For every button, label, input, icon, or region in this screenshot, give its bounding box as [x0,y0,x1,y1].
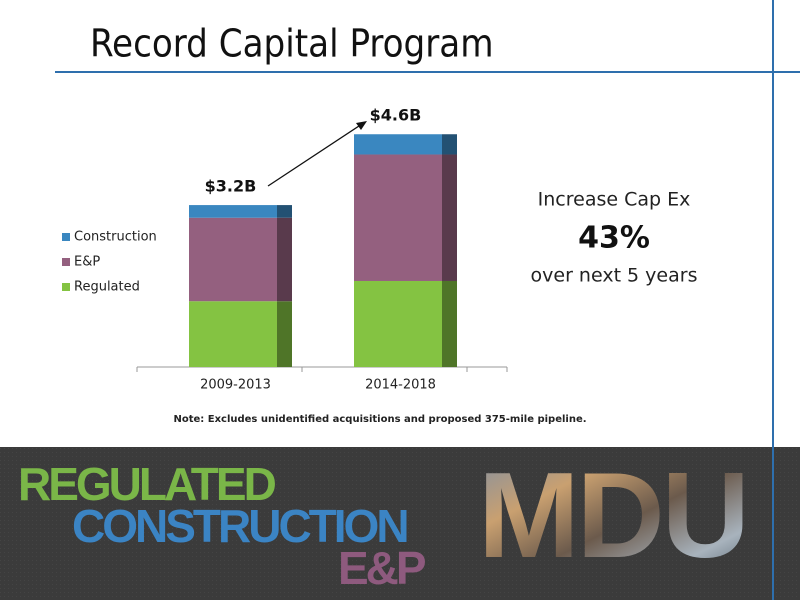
banner-word: E&P [338,542,426,594]
note: Note: Excludes unidentified acquisitions… [173,414,586,425]
banner [0,447,772,600]
total-label: $3.2B [205,177,257,196]
arrow [267,123,363,187]
chart: $3.2B 2009-2013 $4.6B 2014-2018 Regulated E&P… [62,106,508,393]
logo: MDU [478,447,747,583]
legend-swatch [62,258,70,266]
legend-label: E&P [74,255,100,270]
banner-word: CONSTRUCTION [72,500,407,552]
bar-segment [189,301,277,367]
bar-segment-side [277,205,292,218]
bar-segment [189,217,277,302]
legend-label: Construction [74,230,157,245]
bar-segment [354,154,442,281]
callout-line2: over next 5 years [531,265,698,287]
callout-value: 43% [578,221,650,256]
callout-line1: Increase Cap Ex [538,189,691,211]
bar-segment [354,280,442,367]
bar-segment-side [442,134,457,155]
bar-segment-side [277,217,292,302]
banner-word: REGULATED [18,458,276,510]
slide-title: Record Capital Program [90,22,494,66]
bar-segment [354,134,442,155]
total-label: $4.6B [370,106,422,125]
x-tick-label: 2014-2018 [365,378,436,393]
legend-swatch [62,283,70,291]
arrow-head [356,121,367,130]
bar-segment-side [442,280,457,367]
bar-segment-side [277,301,292,367]
x-tick-label: 2009-2013 [200,378,271,393]
bar-segment-side [442,154,457,281]
legend-label: Regulated [74,280,140,295]
bar-segment [189,205,277,218]
banner-edge [774,447,800,600]
legend-swatch [62,233,70,241]
